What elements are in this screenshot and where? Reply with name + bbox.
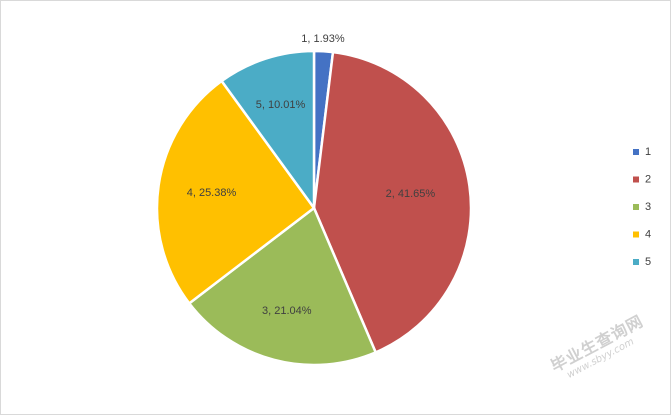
pie-slice-5 xyxy=(219,49,316,212)
data-label-3: 3, 21.04% xyxy=(262,305,312,317)
pie-slice-3 xyxy=(187,206,378,367)
pie-slice-2 xyxy=(312,50,473,355)
legend-label-1: 1 xyxy=(645,146,651,158)
pie-slice-4 xyxy=(155,79,316,306)
legend-swatch-1 xyxy=(633,149,639,155)
legend-label-4: 4 xyxy=(645,228,651,240)
data-label-1: 1, 1.93% xyxy=(301,33,345,45)
data-label-2: 2, 41.65% xyxy=(386,188,436,200)
legend: 1 2 3 4 5 xyxy=(633,146,651,268)
legend-label-2: 2 xyxy=(645,173,651,185)
data-label-5: 5, 10.01% xyxy=(256,99,306,111)
legend-swatch-4 xyxy=(633,231,639,238)
legend-label-3: 3 xyxy=(645,201,651,213)
data-labels: 1, 1.93% 2, 41.65% 3, 21.04% 4, 25.38% 5, 10… xyxy=(187,33,436,317)
legend-swatch-5 xyxy=(633,259,639,265)
pie-slices xyxy=(155,49,473,367)
legend-label-5: 5 xyxy=(645,256,651,268)
data-label-4: 4, 25.38% xyxy=(187,187,237,199)
legend-swatch-2 xyxy=(633,176,639,183)
legend-swatch-3 xyxy=(633,204,639,210)
